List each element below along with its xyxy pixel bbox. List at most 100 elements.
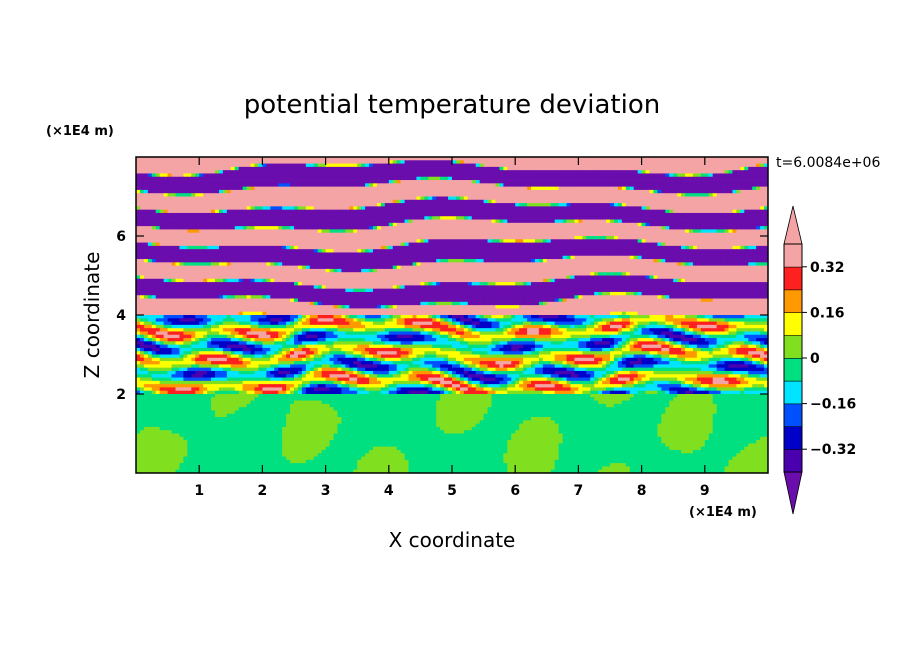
heatmap-cell (274, 216, 279, 220)
heatmap-cell (207, 212, 212, 217)
heatmap-cell (452, 157, 457, 161)
heatmap-cell (147, 249, 153, 253)
heatmap-cell (507, 203, 512, 207)
heatmap-cell (590, 216, 595, 220)
heatmap-cell (760, 252, 765, 257)
heatmap-cell (700, 229, 706, 234)
heatmap-cell (155, 193, 161, 197)
heatmap-cell (179, 173, 184, 178)
heatmap-cell (290, 229, 295, 234)
heatmap-cell (463, 242, 469, 247)
heatmap-cell (689, 222, 694, 227)
heatmap-cell (653, 206, 658, 211)
heatmap-cell (740, 236, 745, 240)
heatmap-cell (467, 180, 473, 184)
heatmap-cell (325, 189, 330, 194)
heatmap-cell (459, 209, 465, 214)
heatmap-cell (696, 209, 702, 214)
heatmap-cell (218, 199, 224, 204)
heatmap-cell (218, 196, 224, 201)
heatmap-cell (404, 196, 409, 201)
heatmap-cell (329, 212, 334, 217)
heatmap-cell (313, 222, 319, 227)
heatmap-cell (748, 186, 753, 191)
heatmap-cell (179, 236, 184, 240)
heatmap-cell (159, 199, 165, 204)
heatmap-cell (163, 163, 168, 168)
heatmap-cell (760, 186, 765, 191)
heatmap-cell (262, 249, 267, 253)
heatmap-cell (736, 180, 741, 184)
heatmap-cell (696, 189, 702, 194)
heatmap-cell (234, 206, 240, 211)
heatmap-cell (574, 229, 579, 234)
heatmap-cell (313, 157, 319, 161)
heatmap-cell (531, 216, 536, 220)
heatmap-cell (294, 206, 299, 211)
heatmap-cell (412, 212, 417, 217)
heatmap-cell (681, 176, 686, 181)
heatmap-cell (218, 166, 224, 171)
heatmap-cell (487, 222, 492, 227)
heatmap-cell (507, 242, 512, 247)
heatmap-cell (428, 212, 433, 217)
heatmap-cell (724, 166, 729, 171)
heatmap-cell (669, 189, 674, 194)
heatmap-cell (416, 203, 421, 207)
heatmap-cell (179, 249, 184, 253)
heatmap-cell (448, 216, 453, 220)
heatmap-cell (234, 157, 240, 161)
heatmap-cell (665, 229, 670, 234)
heatmap-cell (424, 212, 429, 217)
heatmap-cell (191, 242, 196, 247)
heatmap-cell (475, 229, 481, 234)
heatmap-cell (613, 196, 619, 201)
heatmap-cell (317, 245, 323, 250)
heatmap-cell (440, 252, 445, 257)
heatmap-cell (459, 157, 465, 161)
heatmap-cell (155, 212, 161, 217)
heatmap-cell (689, 176, 694, 181)
heatmap-cell (511, 226, 516, 230)
heatmap-cell (207, 242, 212, 247)
heatmap-cell (661, 219, 666, 224)
heatmap-cell (329, 252, 334, 257)
heatmap-cell (448, 203, 453, 207)
heatmap-cell (278, 226, 283, 230)
heatmap-cell (669, 166, 674, 171)
heatmap-cell (309, 219, 315, 224)
heatmap-cell (689, 189, 694, 194)
heatmap-cell (369, 176, 374, 181)
heatmap-cell (448, 239, 453, 243)
heatmap-cell (519, 163, 524, 168)
heatmap-cell (455, 236, 461, 240)
heatmap-cell (373, 183, 378, 188)
heatmap-cell (574, 236, 579, 240)
heatmap-cell (689, 186, 694, 191)
heatmap-cell (677, 206, 682, 211)
heatmap-cell (582, 222, 587, 227)
heatmap-cell (645, 249, 650, 253)
heatmap-cell (155, 206, 161, 211)
heatmap-cell (171, 226, 176, 230)
heatmap-cell (507, 186, 512, 191)
heatmap-cell (254, 193, 259, 197)
heatmap-cell (151, 180, 157, 184)
heatmap-cell (665, 183, 670, 188)
heatmap-cell (270, 212, 275, 217)
heatmap-cell (633, 245, 639, 250)
heatmap-cell (357, 183, 362, 188)
heatmap-cell (436, 166, 441, 171)
heatmap-cell (598, 176, 603, 181)
heatmap-cell (345, 206, 350, 211)
heatmap-cell (685, 232, 690, 237)
heatmap-cell (487, 183, 492, 188)
heatmap-cell (523, 160, 528, 164)
heatmap-cell (345, 242, 350, 247)
heatmap-cell (353, 229, 358, 234)
heatmap-cell (396, 199, 402, 204)
heatmap-cell (519, 226, 524, 230)
heatmap-cell (345, 216, 350, 220)
heatmap-cell (531, 183, 536, 188)
heatmap-cell (617, 216, 623, 220)
